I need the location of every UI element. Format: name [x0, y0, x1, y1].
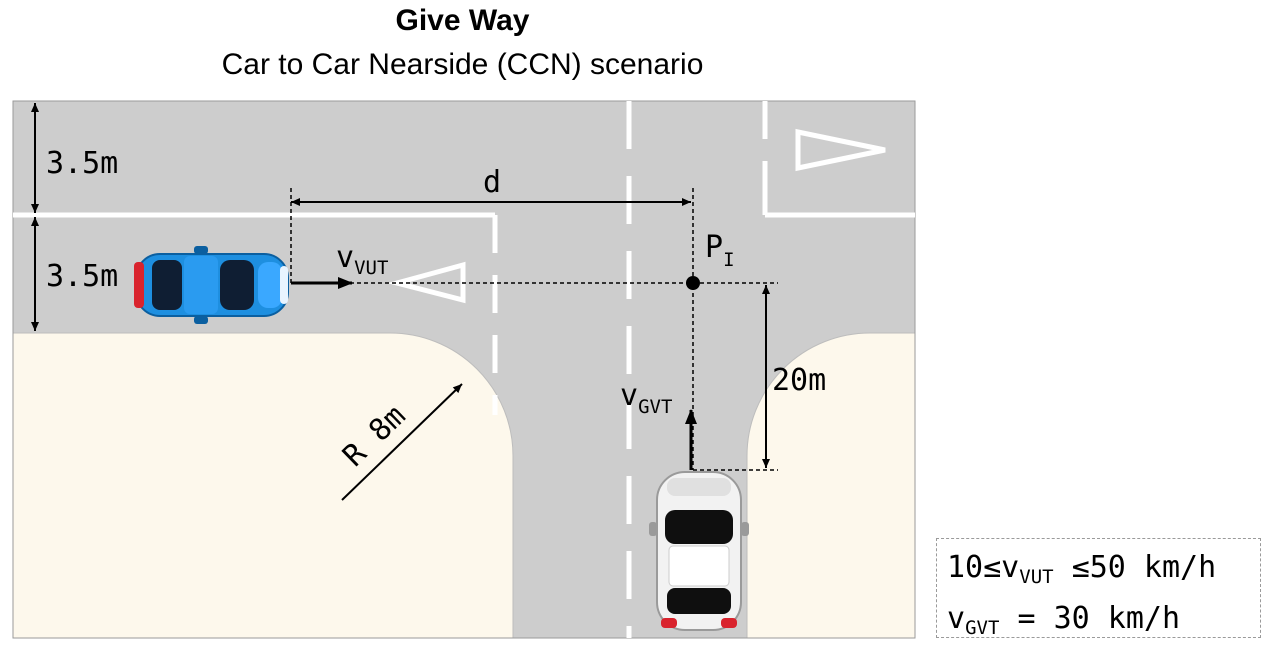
sidewalk-right — [746, 332, 916, 639]
gvt-distance-label: 20m — [772, 363, 826, 398]
gvt-velocity-label: vGVT — [620, 378, 672, 418]
diagram-subtitle: Car to Car Nearside (CCN) scenario — [221, 48, 704, 81]
give-way-triangle-right — [795, 128, 886, 172]
vut-velocity-label: vVUT — [336, 240, 388, 279]
speed-legend: 10≤vVUT ≤50 km/h vGVT = 30 km/h — [936, 538, 1261, 639]
vut-car — [134, 246, 289, 324]
lane-width-bottom-label: 3.5m — [46, 259, 118, 294]
distance-d-label: d — [483, 165, 501, 200]
sidewalk-left — [12, 332, 514, 639]
radius-arrow — [341, 383, 463, 501]
diagram-title: Give Way — [395, 4, 530, 37]
legend-gvt-speed: vGVT = 30 km/h — [947, 601, 1181, 639]
impact-point — [686, 276, 700, 290]
legend-vut-speed: 10≤vVUT ≤50 km/h — [947, 550, 1217, 588]
lane-width-top-label: 3.5m — [46, 146, 118, 181]
impact-point-label: PI — [705, 230, 735, 271]
gvt-car — [649, 471, 749, 631]
